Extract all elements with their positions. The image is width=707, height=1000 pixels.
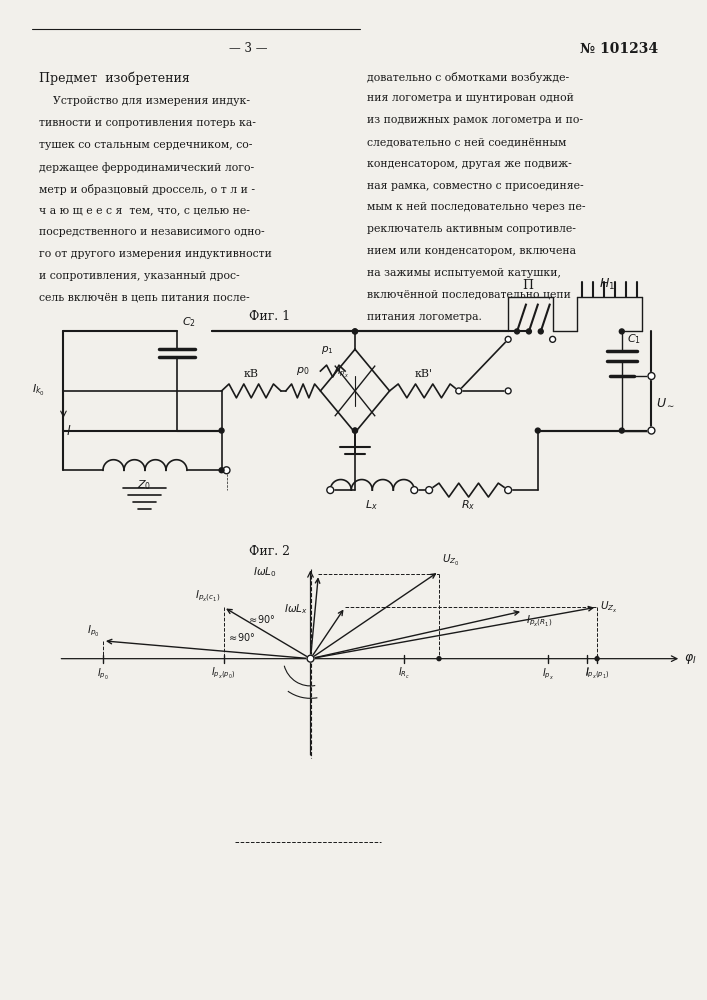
Text: Предмет  изобретения: Предмет изобретения <box>39 72 190 85</box>
Text: и сопротивления, указанный дрос-: и сопротивления, указанный дрос- <box>39 271 240 281</box>
Circle shape <box>219 468 224 473</box>
Text: тушек со стальным сердечником, со-: тушек со стальным сердечником, со- <box>39 140 252 150</box>
Text: конденсатором, другая же подвиж-: конденсатором, другая же подвиж- <box>368 159 572 169</box>
Text: Фиг. 1: Фиг. 1 <box>249 310 290 323</box>
Circle shape <box>437 657 441 661</box>
Text: $I_{p_0}$: $I_{p_0}$ <box>97 666 109 681</box>
Circle shape <box>223 467 230 474</box>
Text: довательно с обмотками возбужде-: довательно с обмотками возбужде- <box>368 72 570 83</box>
Circle shape <box>619 428 624 433</box>
Text: Устройство для измерения индук-: Устройство для измерения индук- <box>39 96 250 106</box>
Circle shape <box>426 487 433 494</box>
Text: $\approx\!90°$: $\approx\!90°$ <box>228 631 256 643</box>
Text: $I_{p_x}$: $I_{p_x}$ <box>337 364 349 379</box>
Text: из подвижных рамок логометра и по-: из подвижных рамок логометра и по- <box>368 115 583 125</box>
Circle shape <box>549 336 556 342</box>
Circle shape <box>506 388 511 394</box>
Text: $I_{R_c}$: $I_{R_c}$ <box>398 666 411 681</box>
Text: ная рамка, совместно с присоединяе-: ная рамка, совместно с присоединяе- <box>368 181 584 191</box>
Text: $H_1$: $H_1$ <box>599 277 615 292</box>
Text: — 3 —: — 3 — <box>230 42 268 55</box>
Text: мым к ней последовательно через пе-: мым к ней последовательно через пе- <box>368 202 586 213</box>
Circle shape <box>353 428 358 433</box>
Circle shape <box>535 428 540 433</box>
Circle shape <box>505 487 512 494</box>
Text: го от другого измерения индуктивности: го от другого измерения индуктивности <box>39 249 272 259</box>
Text: ч а ю щ е е с я  тем, что, с целью не-: ч а ю щ е е с я тем, что, с целью не- <box>39 205 250 215</box>
Text: $I\omega L_x$: $I\omega L_x$ <box>284 602 308 616</box>
Text: $I_{k_0}$: $I_{k_0}$ <box>32 383 45 398</box>
Text: $I_{p_x(p_0)}$: $I_{p_x(p_0)}$ <box>211 666 236 681</box>
Text: $I_{p_0}$: $I_{p_0}$ <box>88 623 100 638</box>
Text: № 101234: № 101234 <box>580 42 658 56</box>
Text: сель включён в цепь питания после-: сель включён в цепь питания после- <box>39 293 250 303</box>
Text: кВ: кВ <box>244 369 259 379</box>
Text: реключатель активным сопротивле-: реключатель активным сопротивле- <box>368 224 576 234</box>
Text: $Z_0$: $Z_0$ <box>137 478 151 492</box>
Text: включённой последовательно цепи: включённой последовательно цепи <box>368 290 571 300</box>
Circle shape <box>515 329 520 334</box>
Circle shape <box>538 329 543 334</box>
Text: $I_{p_x}$: $I_{p_x}$ <box>542 666 554 681</box>
Circle shape <box>219 428 224 433</box>
Text: $U_{Z_0}$: $U_{Z_0}$ <box>442 553 460 568</box>
Text: $I$: $I$ <box>585 666 590 678</box>
Circle shape <box>595 657 599 661</box>
Circle shape <box>648 373 655 380</box>
Circle shape <box>353 329 358 334</box>
Text: следовательно с ней соединённым: следовательно с ней соединённым <box>368 137 567 147</box>
Circle shape <box>456 388 462 394</box>
Text: $\approx\!90°$: $\approx\!90°$ <box>247 613 276 625</box>
Circle shape <box>307 655 314 662</box>
Text: Фиг. 2: Фиг. 2 <box>249 545 290 558</box>
Text: $I_{p_x(R_1)}$: $I_{p_x(R_1)}$ <box>526 614 552 629</box>
Circle shape <box>327 487 334 494</box>
Text: $I\omega L_0$: $I\omega L_0$ <box>253 565 277 579</box>
Text: нием или конденсатором, включена: нием или конденсатором, включена <box>368 246 576 256</box>
Circle shape <box>411 487 418 494</box>
Text: метр и образцовый дроссель, о т л и -: метр и образцовый дроссель, о т л и - <box>39 184 255 195</box>
Text: $I_{p_x(p_1)}$: $I_{p_x(p_1)}$ <box>585 666 609 681</box>
Text: кВ': кВ' <box>415 369 433 379</box>
Text: $C_1$: $C_1$ <box>626 332 641 346</box>
Circle shape <box>648 427 655 434</box>
Text: $l$: $l$ <box>66 424 72 438</box>
Text: $\varphi_I$: $\varphi_I$ <box>684 652 696 666</box>
Circle shape <box>506 336 511 342</box>
Text: посредственного и независимого одно-: посредственного и независимого одно- <box>39 227 264 237</box>
Circle shape <box>353 329 358 334</box>
Text: на зажимы испытуемой катушки,: на зажимы испытуемой катушки, <box>368 268 561 278</box>
Text: держащее ферродинамический лого-: держащее ферродинамический лого- <box>39 162 255 173</box>
Text: питания логометра.: питания логометра. <box>368 312 482 322</box>
Text: $U_{Z_x}$: $U_{Z_x}$ <box>600 600 618 615</box>
Text: $p_0$: $p_0$ <box>296 365 310 377</box>
Text: тивности и сопротивления потерь ка-: тивности и сопротивления потерь ка- <box>39 118 256 128</box>
Text: $L_x$: $L_x$ <box>366 498 378 512</box>
Text: $R_x$: $R_x$ <box>462 498 476 512</box>
Text: ния логометра и шунтирован одной: ния логометра и шунтирован одной <box>368 93 574 103</box>
Text: $p_1$: $p_1$ <box>321 344 334 356</box>
Text: $U_{\sim}$: $U_{\sim}$ <box>656 396 676 409</box>
Circle shape <box>527 329 532 334</box>
Circle shape <box>619 329 624 334</box>
Text: $C_2$: $C_2$ <box>182 316 196 329</box>
Text: $I_{p_x(c_1)}$: $I_{p_x(c_1)}$ <box>195 589 221 604</box>
Text: П: П <box>522 279 533 292</box>
Circle shape <box>353 428 358 433</box>
